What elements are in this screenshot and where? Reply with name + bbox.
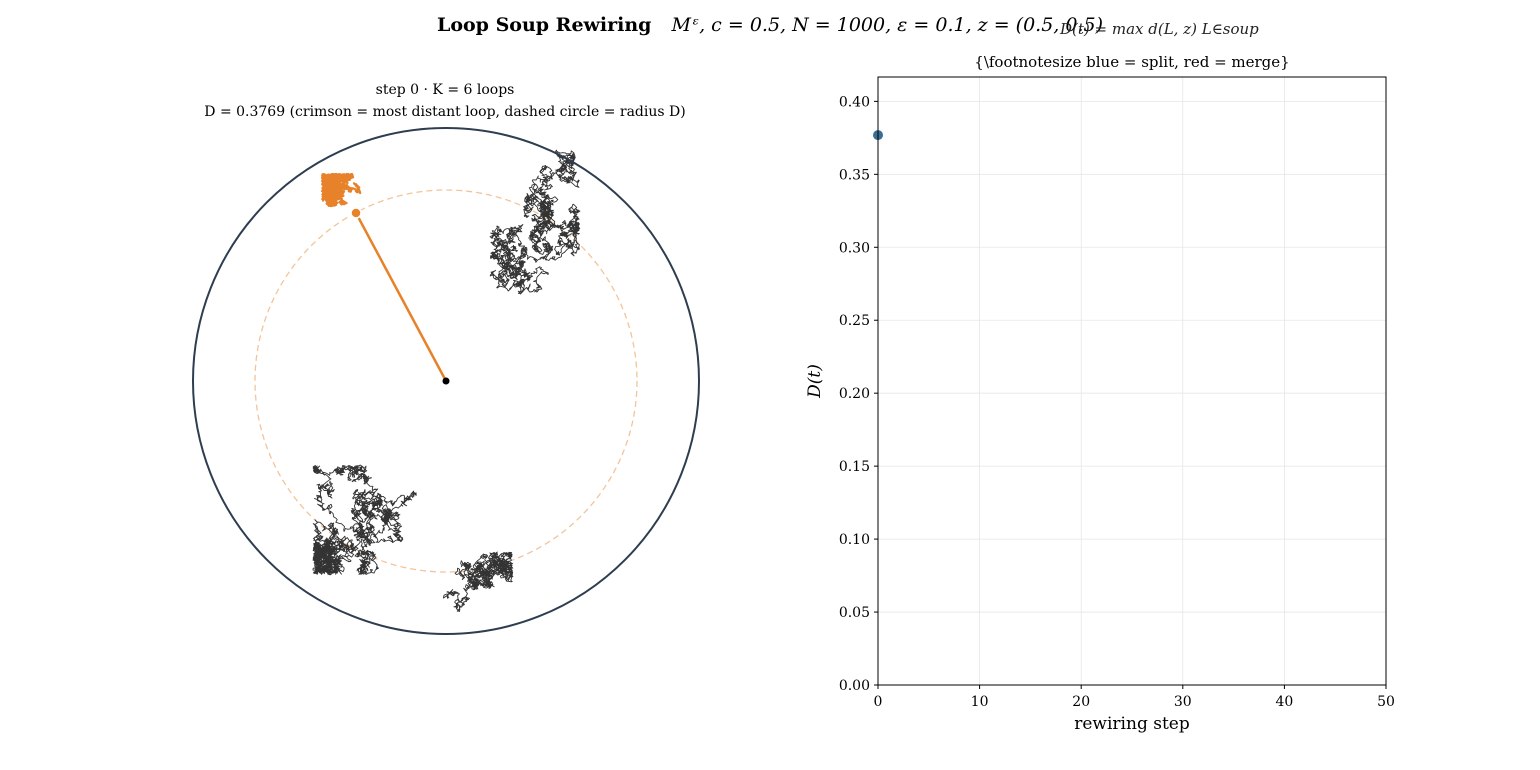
x-axis-label: rewiring step bbox=[1074, 714, 1190, 734]
d-of-t-chart: 0 10 20 30 40 50 0.00 0.05 0.10 0.15 0.20 0.25 0.30… bbox=[805, 76, 1395, 734]
right-panel-title: D(t) = max d(L, z) L∈soup bbox=[1060, 20, 1259, 38]
right-panel-subtitle: {\footnotesize blue = split, red = merge… bbox=[974, 53, 1290, 71]
loop bbox=[442, 551, 514, 612]
figure-title-params: Mᵋ, c = 0.5, N = 1000, ε = 0.1, z = (0.5… bbox=[671, 14, 1104, 36]
loop-soup bbox=[312, 149, 581, 612]
chart-frame bbox=[877, 76, 1387, 686]
x-tick-label: 30 bbox=[1174, 694, 1192, 710]
x-tick-label: 40 bbox=[1275, 694, 1293, 710]
x-tick-label: 20 bbox=[1072, 694, 1090, 710]
disc-boundary bbox=[192, 127, 700, 635]
disc-panel bbox=[192, 127, 700, 635]
y-tick-label: 0.20 bbox=[839, 386, 870, 402]
loop bbox=[489, 149, 581, 295]
chart-grid bbox=[877, 77, 1387, 686]
y-tick-label: 0.05 bbox=[839, 605, 870, 621]
x-tick-label: 50 bbox=[1377, 694, 1395, 710]
y-tick-label: 0.00 bbox=[839, 678, 870, 694]
distant-loop-nearest-point bbox=[350, 207, 362, 219]
figure-title: Loop Soup Rewiring Mᵋ, c = 0.5, N = 1000… bbox=[0, 14, 1540, 36]
y-axis-ticks: 0.00 0.05 0.10 0.15 0.20 0.25 0.30 0.35 0.40 bbox=[839, 94, 878, 694]
radius-d-circle bbox=[254, 189, 638, 573]
x-axis-ticks: 0 10 20 30 40 50 bbox=[874, 685, 1395, 710]
left-panel-title: step 0 · K = 6 loops bbox=[375, 82, 515, 98]
x-tick-label: 0 bbox=[874, 694, 883, 710]
y-tick-label: 0.15 bbox=[839, 459, 870, 475]
left-panel-subtitle: D = 0.3769 (crimson = most distant loop,… bbox=[204, 104, 686, 120]
y-tick-label: 0.40 bbox=[839, 94, 870, 110]
y-tick-label: 0.35 bbox=[839, 167, 870, 183]
distant-loop bbox=[321, 172, 362, 208]
loop bbox=[312, 464, 417, 576]
x-tick-label: 10 bbox=[971, 694, 989, 710]
y-tick-label: 0.10 bbox=[839, 532, 870, 548]
center-point-z bbox=[442, 377, 450, 385]
y-tick-label: 0.30 bbox=[839, 240, 870, 256]
y-tick-label: 0.25 bbox=[839, 313, 870, 329]
figure-title-main: Loop Soup Rewiring bbox=[436, 14, 652, 36]
y-axis-label: D(t) bbox=[805, 364, 825, 399]
distance-line bbox=[354, 212, 448, 382]
